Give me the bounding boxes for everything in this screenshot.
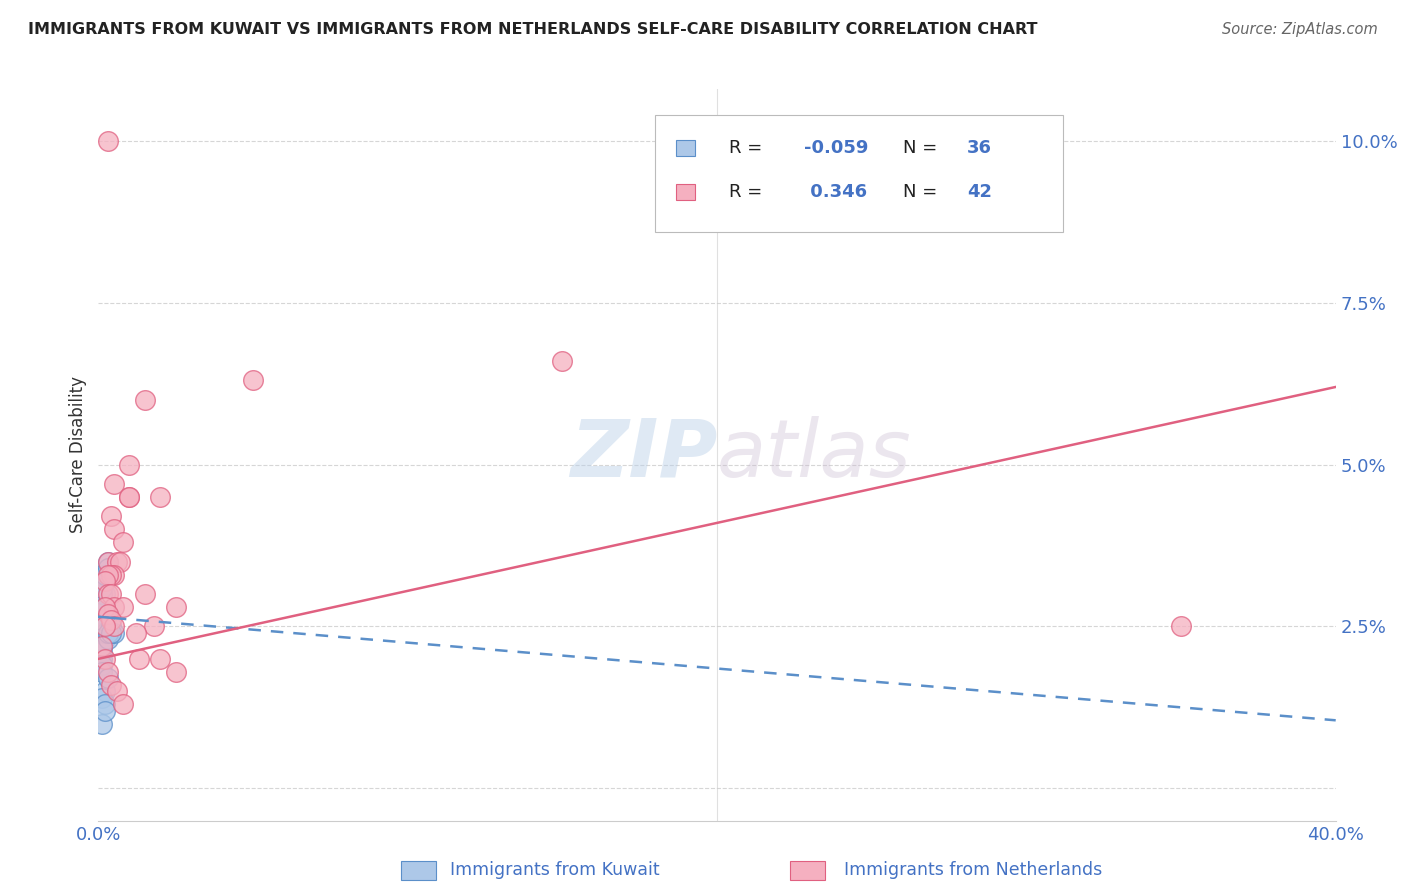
Point [97,561,120,575]
Point [90,619,112,633]
Y-axis label: Self-Care Disability: Self-Care Disability [69,376,87,533]
Point [149,652,172,666]
Text: IMMIGRANTS FROM KUWAIT VS IMMIGRANTS FROM NETHERLANDS SELF-CARE DISABILITY CORRE: IMMIGRANTS FROM KUWAIT VS IMMIGRANTS FRO… [28,22,1038,37]
Point [90,645,112,659]
Point [103,567,125,582]
Point [112,697,135,711]
Point [105,555,128,569]
Point [93,600,115,615]
Point [97,567,120,582]
Point [93,587,115,601]
Text: Immigrants from Netherlands: Immigrants from Netherlands [844,861,1102,879]
Text: 0.346: 0.346 [804,183,866,201]
Point [242,374,264,388]
Point [165,665,187,679]
Point [118,490,141,504]
Point [100,509,122,524]
Point [124,626,146,640]
Point [90,639,112,653]
Point [97,671,120,685]
Text: ZIP: ZIP [569,416,717,494]
Point [97,665,120,679]
Point [112,600,135,615]
Point [93,567,115,582]
Point [97,607,120,621]
Point [93,697,115,711]
Point [134,587,156,601]
Point [103,477,125,491]
Point [93,626,115,640]
Point [90,600,112,615]
Point [93,632,115,647]
Text: R =: R = [730,139,769,157]
Point [100,626,122,640]
Point [149,490,172,504]
Point [103,522,125,536]
Text: N =: N = [903,183,942,201]
Point [90,626,112,640]
Point [93,684,115,698]
Point [93,652,115,666]
Point [100,678,122,692]
Text: -0.059: -0.059 [804,139,868,157]
Point [103,619,125,633]
Point [97,555,120,569]
Text: 36: 36 [967,139,993,157]
Point [93,600,115,615]
Point [93,600,115,615]
Point [97,587,120,601]
Point [97,134,120,148]
Point [97,632,120,647]
FancyBboxPatch shape [655,115,1063,232]
Point [93,619,115,633]
Point [90,567,112,582]
Point [93,704,115,718]
Point [103,626,125,640]
Point [118,490,141,504]
Point [90,690,112,705]
Point [112,535,135,549]
Point [93,574,115,589]
Text: N =: N = [903,139,942,157]
Point [108,555,131,569]
Point [100,587,122,601]
Text: atlas: atlas [717,416,912,494]
Point [90,639,112,653]
Point [90,587,112,601]
Point [100,567,122,582]
Text: R =: R = [730,183,769,201]
Point [90,652,112,666]
Bar [676,140,696,156]
Point [90,658,112,673]
Point [165,600,187,615]
Point [100,613,122,627]
Point [90,665,112,679]
Point [90,613,112,627]
Point [90,581,112,595]
Point [97,607,120,621]
Point [93,613,115,627]
Point [97,626,120,640]
Point [100,619,122,633]
Point [1170,619,1192,633]
Point [90,716,112,731]
Point [90,639,112,653]
Point [134,392,156,407]
Point [118,458,141,472]
Point [128,652,150,666]
Text: 42: 42 [967,183,993,201]
Point [551,354,574,368]
Point [97,555,120,569]
Point [103,600,125,615]
Point [93,619,115,633]
Bar [676,184,696,200]
Text: Immigrants from Kuwait: Immigrants from Kuwait [450,861,659,879]
Point [93,574,115,589]
Point [143,619,166,633]
Text: Source: ZipAtlas.com: Source: ZipAtlas.com [1222,22,1378,37]
Point [105,684,128,698]
